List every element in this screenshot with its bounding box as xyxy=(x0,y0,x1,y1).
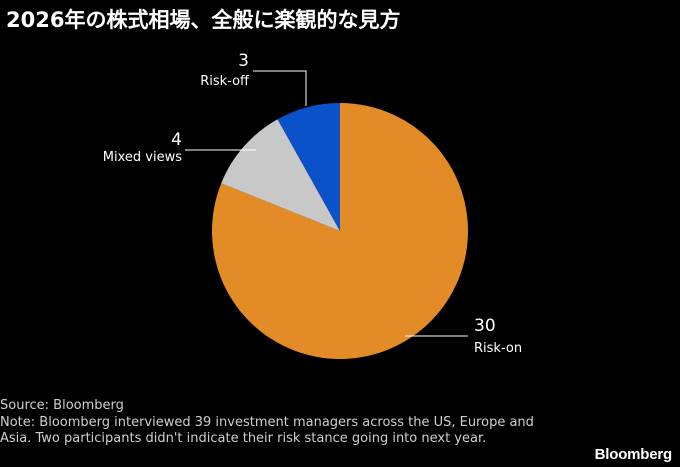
pie-slice-risk-off xyxy=(277,103,340,231)
slice-value-label: 3 xyxy=(238,51,249,71)
slice-category-label: Risk-on xyxy=(474,341,522,356)
pie-slice-mixed-views xyxy=(221,119,340,231)
bloomberg-logo: Bloomberg xyxy=(594,446,673,463)
slice-value-label: 30 xyxy=(474,316,496,336)
slice-value-label: 4 xyxy=(171,130,182,150)
note-text: Note: Bloomberg interviewed 39 investmen… xyxy=(0,414,539,447)
footer-notes: Source: Bloomberg Note: Bloomberg interv… xyxy=(0,398,560,448)
leader-line xyxy=(253,70,307,106)
slice-category-label: Mixed views xyxy=(103,150,182,165)
chart-title: 2026年の株式相場、全般に楽観的な見方 xyxy=(6,8,401,32)
source-text: Source: Bloomberg xyxy=(0,398,124,413)
slice-category-label: Risk-off xyxy=(200,74,250,89)
